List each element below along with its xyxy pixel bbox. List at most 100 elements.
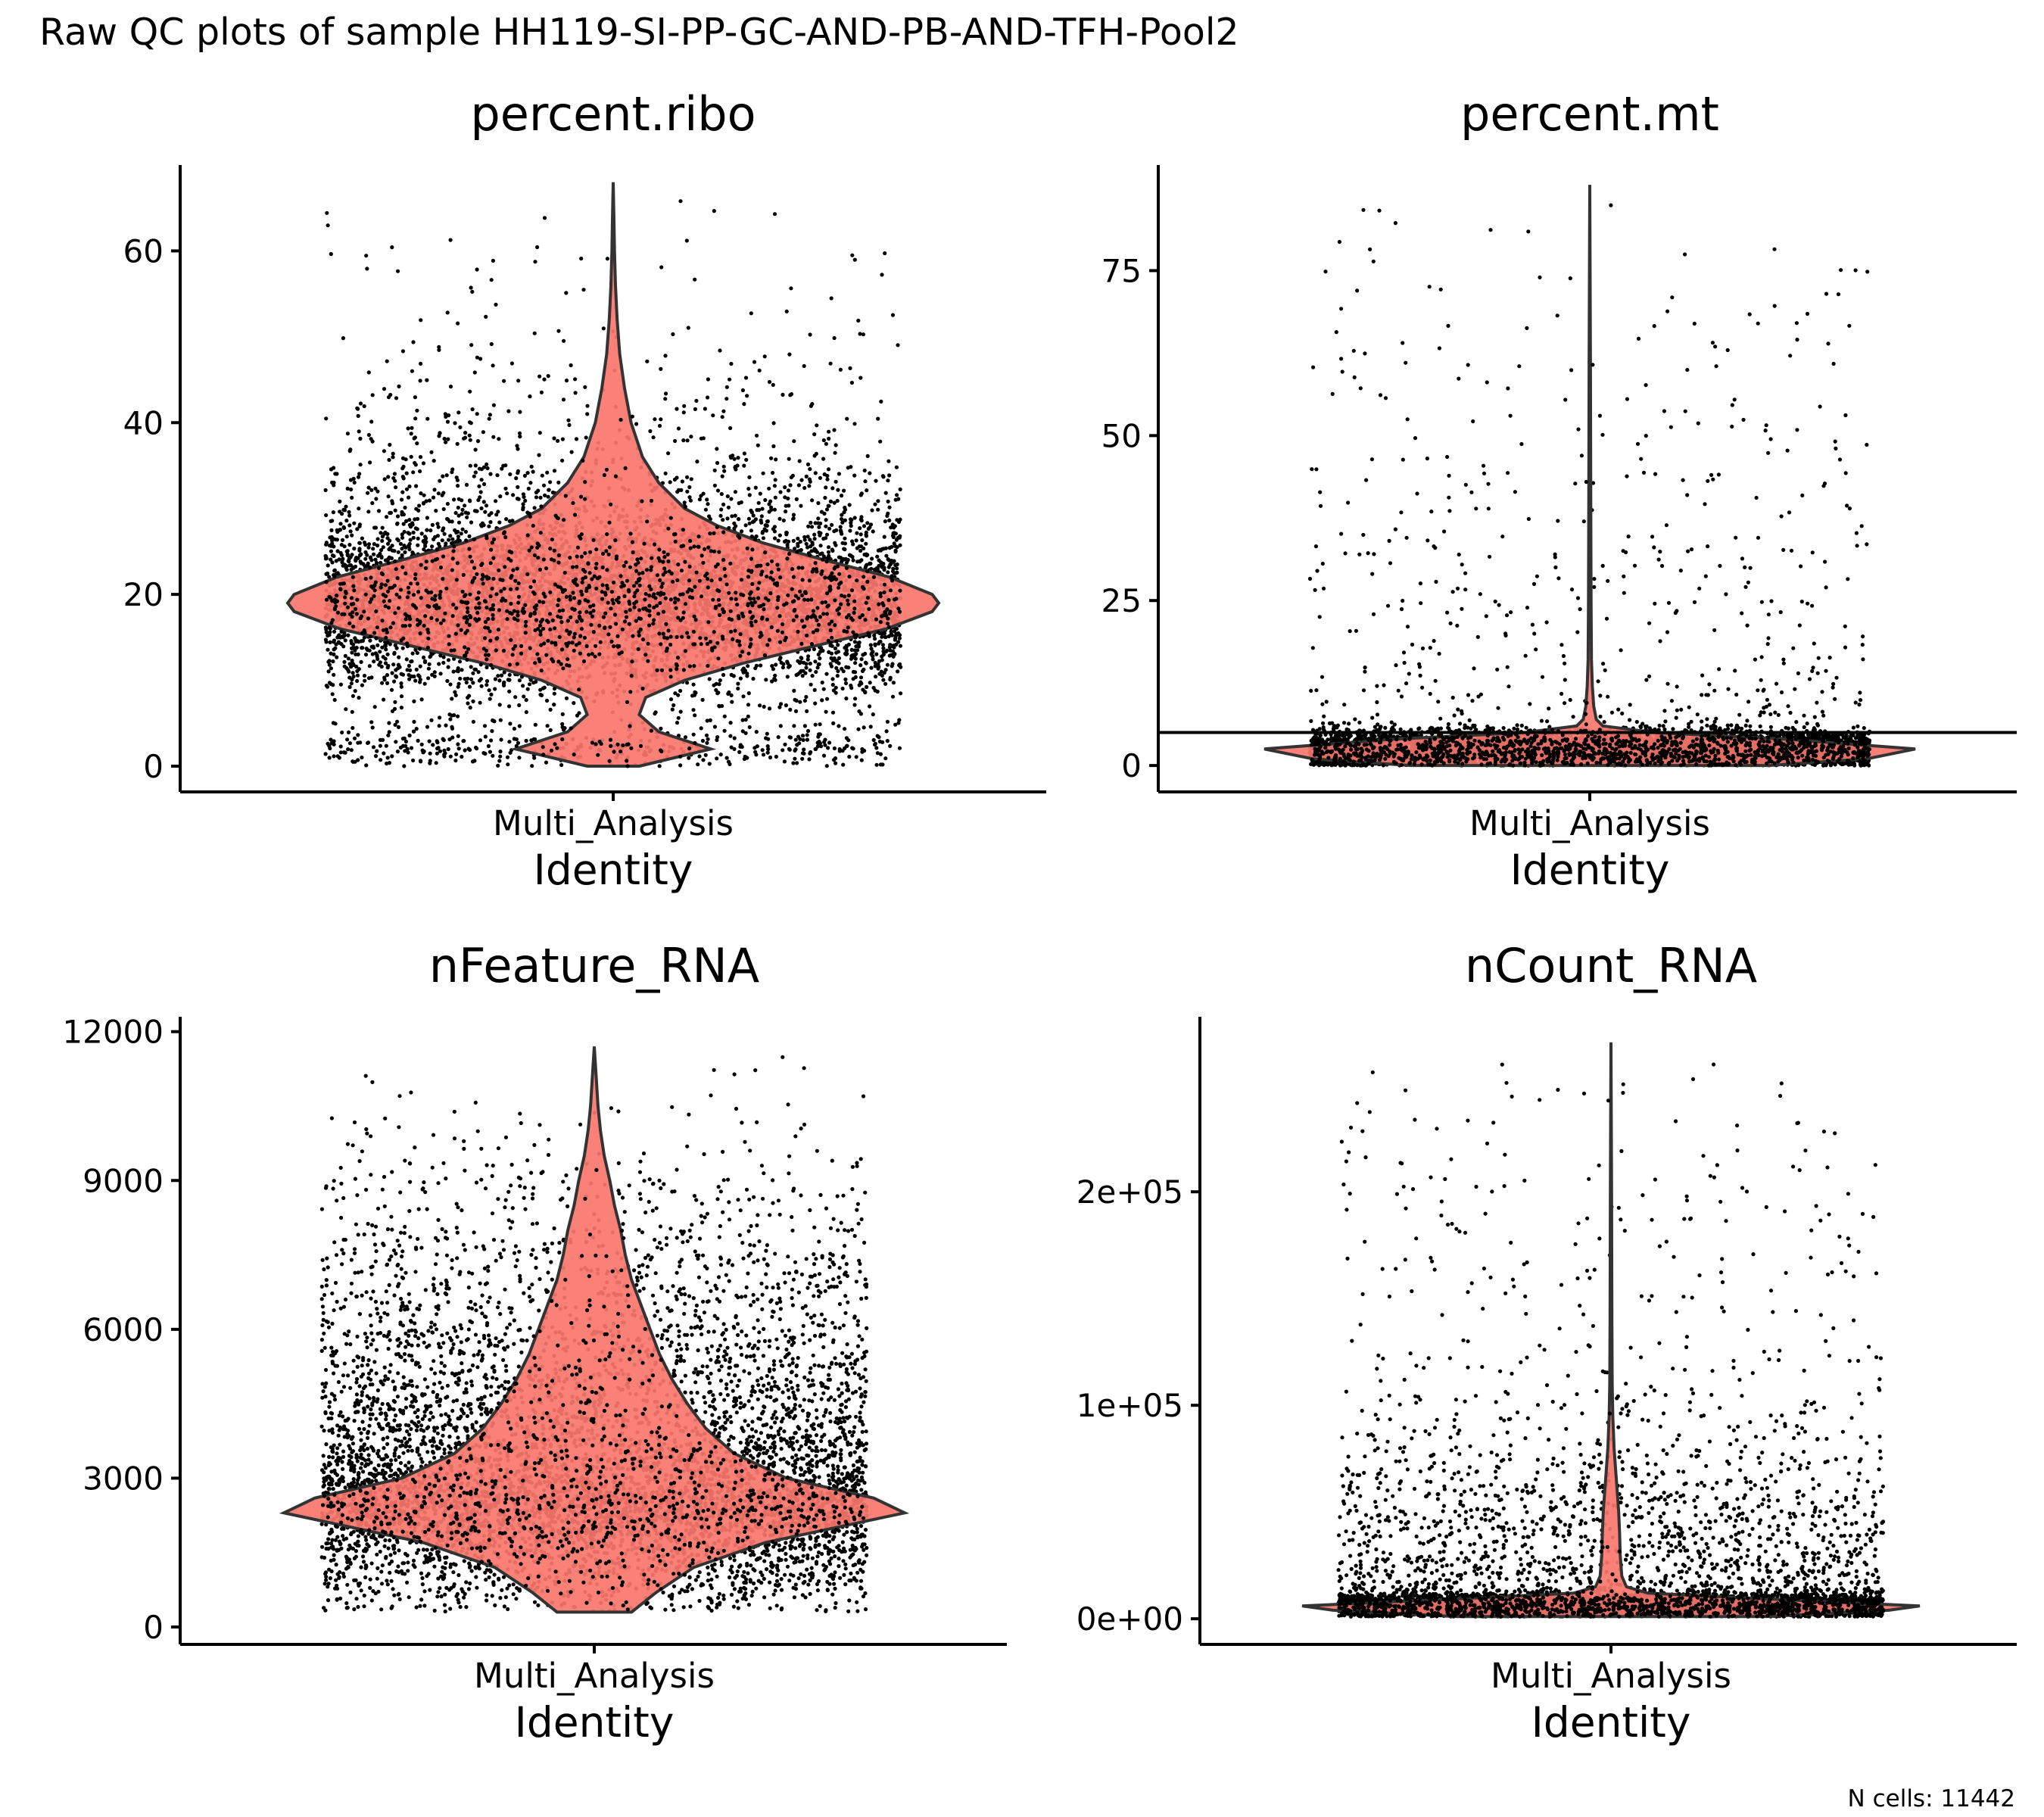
cell-point (401, 522, 406, 526)
cell-point (324, 542, 329, 547)
cell-point (872, 633, 877, 638)
cell-point (787, 457, 791, 461)
cell-point (387, 457, 391, 463)
cell-point (385, 756, 390, 760)
cell-point (772, 525, 777, 529)
cell-point (664, 391, 668, 396)
cell-point (891, 681, 896, 685)
cell-point (805, 733, 809, 737)
cell-point (761, 753, 766, 757)
cell-point (521, 492, 526, 497)
cell-point (693, 277, 697, 282)
cell-point (869, 647, 874, 651)
cell-point (849, 518, 854, 522)
cell-point (540, 473, 544, 478)
cell-point (369, 437, 373, 441)
cell-point (752, 360, 757, 364)
cell-point (792, 688, 796, 693)
cell-point (497, 678, 502, 683)
cell-point (865, 684, 869, 690)
cell-point (830, 486, 835, 491)
cell-point (830, 677, 835, 681)
cell-point (556, 329, 561, 333)
cell-point (693, 713, 697, 718)
cell-point (824, 672, 829, 676)
cell-point (508, 472, 513, 477)
cell-point (489, 278, 494, 282)
cell-point (399, 694, 404, 699)
cell-point (824, 441, 828, 446)
cell-point (784, 510, 788, 514)
cell-point (469, 665, 473, 669)
cell-point (407, 672, 411, 678)
cell-point (363, 653, 369, 657)
cell-point (394, 740, 398, 744)
cell-point (488, 750, 493, 754)
cell-point (824, 709, 828, 714)
cell-point (376, 509, 382, 513)
cell-point (850, 539, 855, 544)
cell-point (828, 662, 833, 666)
cell-point (813, 722, 818, 727)
cell-point (719, 491, 724, 497)
cell-point (455, 441, 460, 446)
cell-point (335, 549, 340, 553)
cell-point (403, 505, 407, 510)
cell-point (444, 440, 448, 444)
cell-point (706, 737, 710, 741)
cell-point (456, 520, 462, 525)
cell-point (812, 547, 817, 551)
cell-point (487, 524, 491, 528)
cell-point (463, 431, 468, 435)
cell-point (441, 655, 446, 659)
cell-point (843, 536, 847, 541)
cell-point (885, 662, 890, 667)
cell-point (707, 677, 712, 681)
cell-point (715, 488, 721, 493)
cell-point (864, 541, 868, 546)
cell-point (878, 439, 883, 444)
cell-point (388, 538, 392, 543)
cell-point (475, 267, 479, 272)
cell-point (731, 674, 736, 678)
cell-point (804, 541, 809, 547)
cell-point (448, 754, 453, 759)
cell-point (456, 746, 461, 751)
cell-point (826, 467, 831, 472)
cell-point (805, 728, 811, 734)
cell-point (862, 468, 867, 473)
cell-point (527, 682, 532, 687)
cell-point (463, 503, 467, 508)
cell-point (532, 506, 537, 510)
cell-point (390, 754, 394, 759)
cell-point (498, 718, 503, 722)
cell-point (484, 503, 489, 508)
cell-point (471, 671, 475, 675)
cell-point (898, 487, 902, 492)
cell-point (715, 756, 719, 761)
cell-point (814, 669, 818, 675)
cell-point (843, 677, 848, 682)
cell-point (418, 455, 423, 460)
cell-point (749, 311, 753, 316)
cell-point (682, 500, 687, 505)
cell-point (826, 503, 830, 508)
cell-point (491, 435, 496, 439)
cell-point (898, 543, 902, 547)
cell-point (356, 758, 360, 762)
cell-point (552, 469, 557, 473)
cell-point (329, 557, 333, 562)
cell-point (886, 478, 890, 483)
cell-point (886, 565, 891, 569)
cell-point (810, 674, 815, 678)
cell-point (836, 643, 840, 647)
cell-point (741, 694, 746, 699)
cell-point (463, 510, 468, 515)
cell-point (453, 758, 458, 763)
cell-point (896, 343, 900, 348)
cell-point (725, 516, 730, 521)
cell-point (865, 521, 870, 525)
cell-point (894, 465, 899, 469)
cell-point (416, 738, 420, 743)
cell-point (488, 697, 492, 701)
